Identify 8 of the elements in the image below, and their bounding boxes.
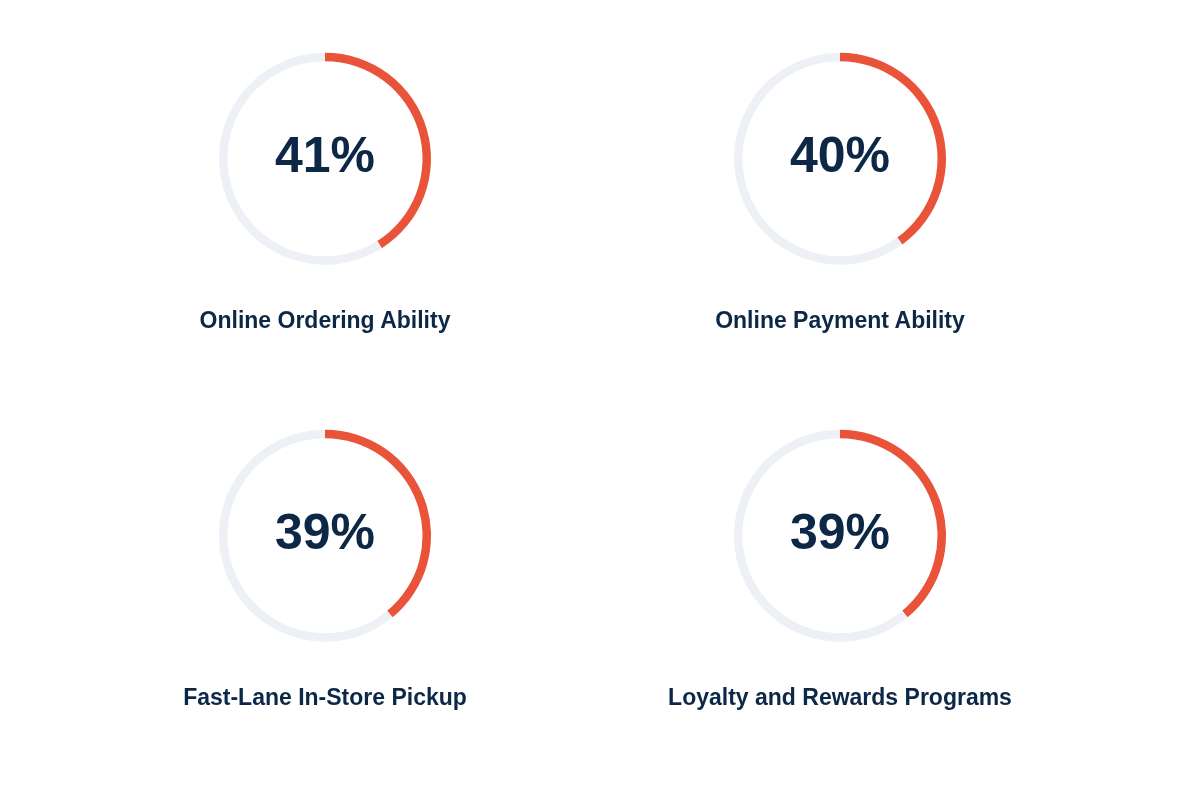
text: Online Payment Ability xyxy=(715,306,966,333)
data-label: 40% xyxy=(789,127,891,184)
data-label: 39% xyxy=(789,504,891,561)
data-label: 41% xyxy=(274,127,376,184)
text: Fast-Lane In-Store Pickup xyxy=(183,683,467,710)
text: Loyalty and Rewards Programs xyxy=(668,683,1012,710)
data-label: 39% xyxy=(274,504,376,561)
text: Online Ordering Ability xyxy=(199,306,451,333)
